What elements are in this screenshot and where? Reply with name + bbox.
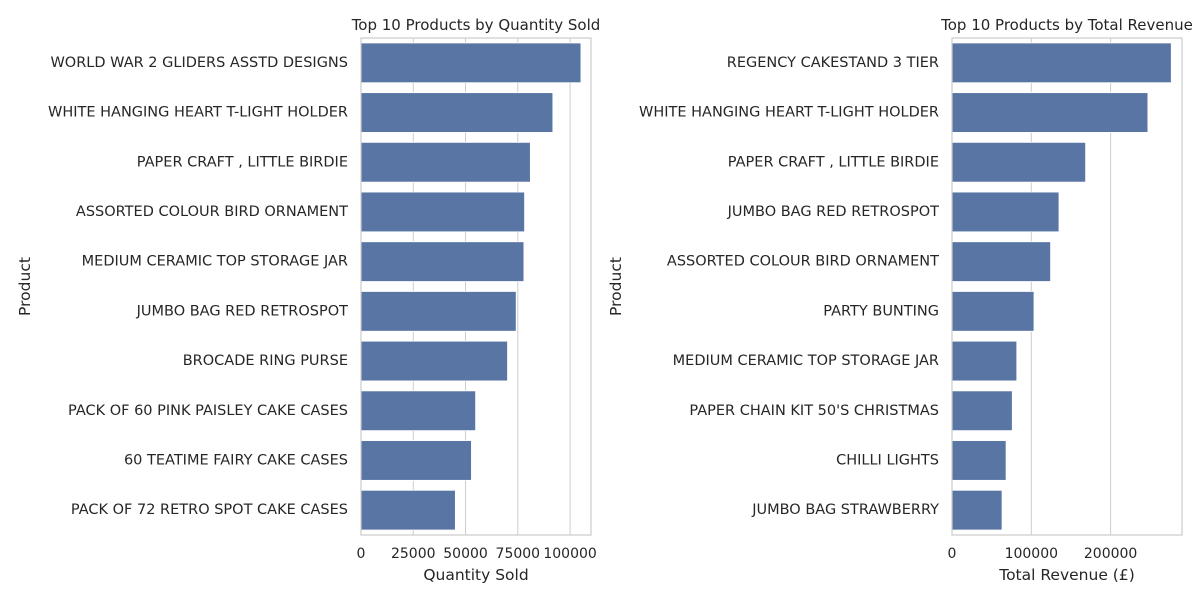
bar-6 (951, 291, 1035, 332)
x-axis-label: Total Revenue (£) (998, 566, 1135, 584)
bar-3 (951, 141, 1087, 183)
chart-title: Top 10 Products by Total Revenue (940, 16, 1193, 34)
x-tick-label: 50000 (443, 546, 488, 562)
bar-4 (951, 191, 1060, 233)
bar-4 (360, 191, 525, 233)
y-tick-label: MEDIUM CERAMIC TOP STORAGE JAR (82, 254, 348, 270)
y-tick-label: WHITE HANGING HEART T-LIGHT HOLDER (639, 105, 939, 121)
y-tick-label: ASSORTED COLOUR BIRD ORNAMENT (667, 254, 939, 270)
y-tick-label: BROCADE RING PURSE (183, 353, 348, 369)
bar-9 (360, 440, 472, 481)
x-tick-label: 0 (357, 546, 366, 562)
plot-frame (360, 37, 592, 536)
bar-10 (360, 489, 456, 531)
y-tick-label: REGENCY CAKESTAND 3 TIER (727, 55, 939, 71)
y-tick-label: PAPER CRAFT , LITTLE BIRDIE (137, 154, 348, 170)
bar-7 (951, 340, 1018, 382)
y-tick-label: WORLD WAR 2 GLIDERS ASSTD DESIGNS (50, 55, 348, 71)
y-tick-label: PAPER CHAIN KIT 50'S CHRISTMAS (689, 403, 939, 419)
y-tick-label: PACK OF 60 PINK PAISLEY CAKE CASES (68, 403, 348, 419)
chart-title: Top 10 Products by Quantity Sold (351, 16, 601, 34)
bar-7 (360, 340, 508, 382)
y-tick-label: PAPER CRAFT , LITTLE BIRDIE (728, 154, 939, 170)
chart-1: WORLD WAR 2 GLIDERS ASSTD DESIGNS WHITE H… (16, 16, 600, 584)
bar-5 (951, 241, 1051, 282)
y-axis-label: Product (16, 257, 34, 316)
bar-8 (360, 390, 477, 432)
chart-2: REGENCY CAKESTAND 3 TIER WHITE HANGING HE… (607, 16, 1193, 584)
y-tick-label: JUMBO BAG STRAWBERRY (751, 502, 939, 518)
plot-frame (951, 37, 1183, 536)
x-tick-label: 0 (948, 546, 957, 562)
x-tick-label: 25000 (391, 546, 436, 562)
y-tick-label: PACK OF 72 RETRO SPOT CAKE CASES (71, 502, 348, 518)
bar-3 (360, 141, 531, 183)
y-axis-label: Product (607, 257, 625, 316)
x-axis-label: Quantity Sold (423, 566, 528, 584)
y-tick-label: WHITE HANGING HEART T-LIGHT HOLDER (48, 105, 348, 121)
y-tick-label: JUMBO BAG RED RETROSPOT (727, 204, 940, 220)
x-tick-label: 100000 (1005, 546, 1058, 562)
y-tick-label: ASSORTED COLOUR BIRD ORNAMENT (76, 204, 348, 220)
y-tick-label: 60 TEATIME FAIRY CAKE CASES (124, 452, 348, 468)
bar-6 (360, 291, 517, 332)
x-tick-label: 200000 (1084, 546, 1137, 562)
bar-2 (360, 92, 554, 133)
y-tick-label: PARTY BUNTING (823, 303, 939, 319)
bar-8 (951, 390, 1013, 432)
bar-9 (951, 440, 1007, 481)
y-tick-label: CHILLI LIGHTS (836, 452, 939, 468)
y-tick-label: JUMBO BAG RED RETROSPOT (136, 303, 349, 319)
x-tick-label: 100000 (543, 546, 596, 562)
x-tick-label: 75000 (496, 546, 541, 562)
bar-1 (360, 42, 582, 84)
y-tick-label: MEDIUM CERAMIC TOP STORAGE JAR (673, 353, 939, 369)
bar-5 (360, 241, 525, 282)
bar-10 (951, 489, 1003, 531)
bar-2 (951, 92, 1149, 133)
bar-1 (951, 42, 1172, 84)
